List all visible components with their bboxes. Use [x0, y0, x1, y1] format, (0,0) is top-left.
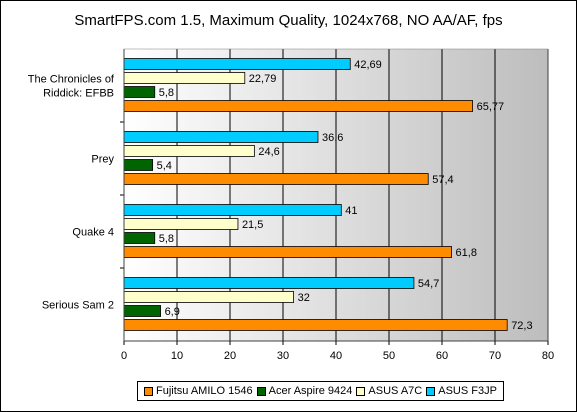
- bar: [123, 277, 415, 289]
- legend-item: ASUS A7C: [356, 385, 422, 397]
- bar: [123, 232, 156, 244]
- data-label: 41: [345, 205, 357, 217]
- legend-item: Acer Aspire 9424: [256, 385, 353, 397]
- chart-title: SmartFPS.com 1.5, Maximum Quality, 1024x…: [74, 12, 503, 29]
- data-label: 6,9: [165, 306, 180, 318]
- data-label: 61,8: [456, 247, 477, 259]
- category-label: Quake 4: [72, 227, 114, 239]
- category-label: Riddick: EFBB: [43, 88, 114, 100]
- legend-swatch: [256, 386, 266, 396]
- legend-label: ASUS F3JP: [438, 385, 497, 397]
- x-tick-label: 40: [330, 350, 342, 362]
- data-label: 42,69: [354, 59, 382, 71]
- bar: [123, 204, 342, 216]
- data-label: 72,3: [511, 320, 532, 332]
- category-label: Prey: [91, 154, 114, 166]
- legend-swatch: [356, 386, 366, 396]
- data-label: 5,8: [159, 233, 174, 245]
- bar: [123, 246, 452, 258]
- data-label: 36,6: [322, 132, 343, 144]
- x-tick-label: 60: [436, 350, 448, 362]
- bar: [123, 86, 156, 98]
- category-label: Serious Sam 2: [42, 300, 114, 312]
- data-label: 5,4: [157, 160, 172, 172]
- chart-legend: Fujitsu AMILO 1546 Acer Aspire 9424 ASUS A…: [137, 381, 504, 401]
- data-label: 21,5: [242, 219, 263, 231]
- x-tick-label: 10: [171, 350, 183, 362]
- legend-swatch: [144, 386, 153, 396]
- bar: [123, 218, 239, 230]
- x-tick-label: 50: [383, 350, 395, 362]
- bar: [123, 72, 246, 84]
- x-tick-label: 70: [489, 350, 501, 362]
- x-tick-label: 0: [121, 350, 127, 362]
- bar: [123, 131, 319, 143]
- data-label: 54,7: [418, 278, 439, 290]
- bar: [123, 173, 429, 185]
- legend-swatch: [426, 386, 436, 396]
- bar: [123, 291, 295, 303]
- x-tick-label: 20: [224, 350, 236, 362]
- data-label: 22,79: [249, 73, 277, 85]
- bar: [123, 319, 508, 331]
- legend-item: Fujitsu AMILO 1546: [144, 385, 253, 397]
- data-label: 57,4: [432, 174, 453, 186]
- data-label: 32: [298, 292, 310, 304]
- data-label: 24,6: [258, 146, 279, 158]
- legend-label: ASUS A7C: [368, 385, 423, 397]
- bar: [123, 100, 473, 112]
- x-tick-label: 80: [542, 350, 554, 362]
- bar: [123, 145, 255, 157]
- bar: [123, 305, 161, 317]
- bar: [123, 58, 351, 70]
- legend-label: Fujitsu AMILO 1546: [156, 385, 253, 397]
- bar: [123, 159, 154, 171]
- legend-item: ASUS F3JP: [426, 385, 497, 397]
- x-tick-label: 30: [277, 350, 289, 362]
- legend-label: Acer Aspire 9424: [268, 385, 353, 397]
- data-label: 5,8: [159, 87, 174, 99]
- data-label: 65,77: [477, 101, 505, 113]
- category-label: The Chronicles of: [28, 74, 115, 86]
